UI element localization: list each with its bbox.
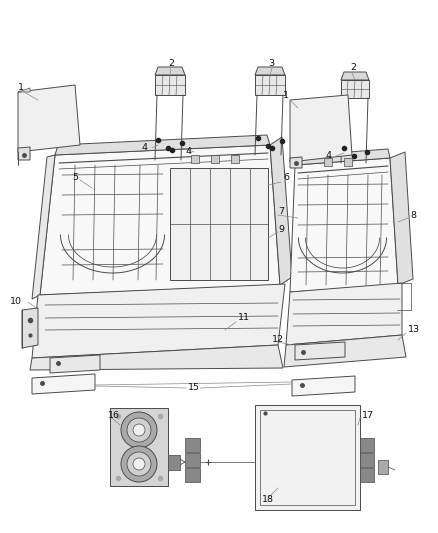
Polygon shape [341, 72, 369, 80]
Text: 4: 4 [186, 148, 192, 157]
Text: 5: 5 [72, 174, 78, 182]
Polygon shape [360, 438, 374, 452]
Polygon shape [185, 438, 200, 452]
Polygon shape [255, 67, 285, 75]
Polygon shape [55, 135, 270, 155]
Polygon shape [284, 335, 406, 367]
Text: 11: 11 [238, 313, 250, 322]
Polygon shape [155, 67, 185, 75]
Polygon shape [18, 147, 30, 160]
Text: 18: 18 [262, 496, 274, 505]
Polygon shape [18, 85, 80, 152]
Polygon shape [255, 75, 285, 95]
Circle shape [133, 458, 145, 470]
Polygon shape [295, 149, 390, 165]
Text: 9: 9 [278, 225, 284, 235]
Text: 10: 10 [10, 297, 22, 306]
Text: 17: 17 [362, 410, 374, 419]
Polygon shape [185, 453, 200, 467]
Polygon shape [211, 155, 219, 163]
Polygon shape [170, 168, 268, 280]
Polygon shape [344, 158, 352, 166]
Text: 4: 4 [326, 150, 332, 159]
Polygon shape [32, 374, 95, 394]
Text: 15: 15 [188, 384, 200, 392]
Polygon shape [286, 283, 402, 345]
Polygon shape [185, 468, 200, 482]
Polygon shape [290, 95, 352, 162]
Polygon shape [40, 145, 280, 295]
Circle shape [121, 412, 157, 448]
Circle shape [127, 452, 151, 476]
Circle shape [127, 418, 151, 442]
Text: 2: 2 [168, 59, 174, 68]
Polygon shape [255, 405, 360, 510]
Polygon shape [168, 455, 180, 470]
Text: 4: 4 [142, 143, 148, 152]
Polygon shape [360, 453, 374, 467]
Polygon shape [295, 342, 345, 360]
Polygon shape [191, 155, 199, 163]
Text: 1: 1 [283, 92, 289, 101]
Polygon shape [110, 408, 168, 486]
Text: 16: 16 [108, 410, 120, 419]
Polygon shape [378, 460, 388, 474]
Polygon shape [155, 75, 185, 95]
Text: 7: 7 [278, 207, 284, 216]
Polygon shape [30, 345, 283, 370]
Polygon shape [290, 158, 398, 292]
Polygon shape [270, 137, 292, 285]
Polygon shape [50, 355, 100, 373]
Text: 13: 13 [408, 326, 420, 335]
Circle shape [133, 424, 145, 436]
Text: 1: 1 [18, 84, 24, 93]
Polygon shape [390, 152, 413, 285]
Polygon shape [341, 80, 369, 98]
Polygon shape [231, 155, 239, 163]
Text: 12: 12 [272, 335, 284, 344]
Polygon shape [324, 158, 332, 166]
Polygon shape [32, 284, 285, 358]
Polygon shape [18, 88, 30, 92]
Polygon shape [22, 308, 38, 348]
Text: 8: 8 [410, 211, 416, 220]
Text: 2: 2 [350, 63, 356, 72]
Polygon shape [292, 376, 355, 396]
Text: 3: 3 [268, 59, 274, 68]
Text: 6: 6 [283, 174, 289, 182]
Polygon shape [360, 468, 374, 482]
Polygon shape [32, 155, 55, 299]
Circle shape [121, 446, 157, 482]
Polygon shape [290, 157, 302, 168]
